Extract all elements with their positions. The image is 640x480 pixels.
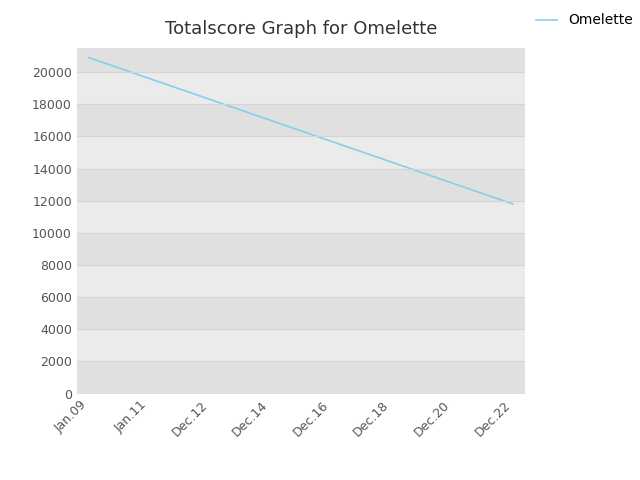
Omelette [146,76,154,82]
Bar [77,233,525,265]
Title: Totalscore Graph for Omelette: Totalscore Graph for Omelette [164,20,437,38]
Bar [77,168,525,201]
Bar [77,265,525,297]
Legend: Omelette: Omelette [536,13,633,27]
Omelette [509,201,516,207]
Bar [77,72,525,104]
Omelette [206,96,214,102]
Bar [77,329,525,361]
Bar [77,40,525,72]
Omelette [448,180,456,186]
Omelette [267,118,275,123]
Bar [77,361,525,394]
Omelette [388,159,396,165]
Bar [77,104,525,136]
Bar [77,201,525,233]
Bar [77,297,525,329]
Omelette [327,138,335,144]
Line: Omelette: Omelette [89,58,513,204]
Bar [77,136,525,168]
Omelette [85,55,93,60]
